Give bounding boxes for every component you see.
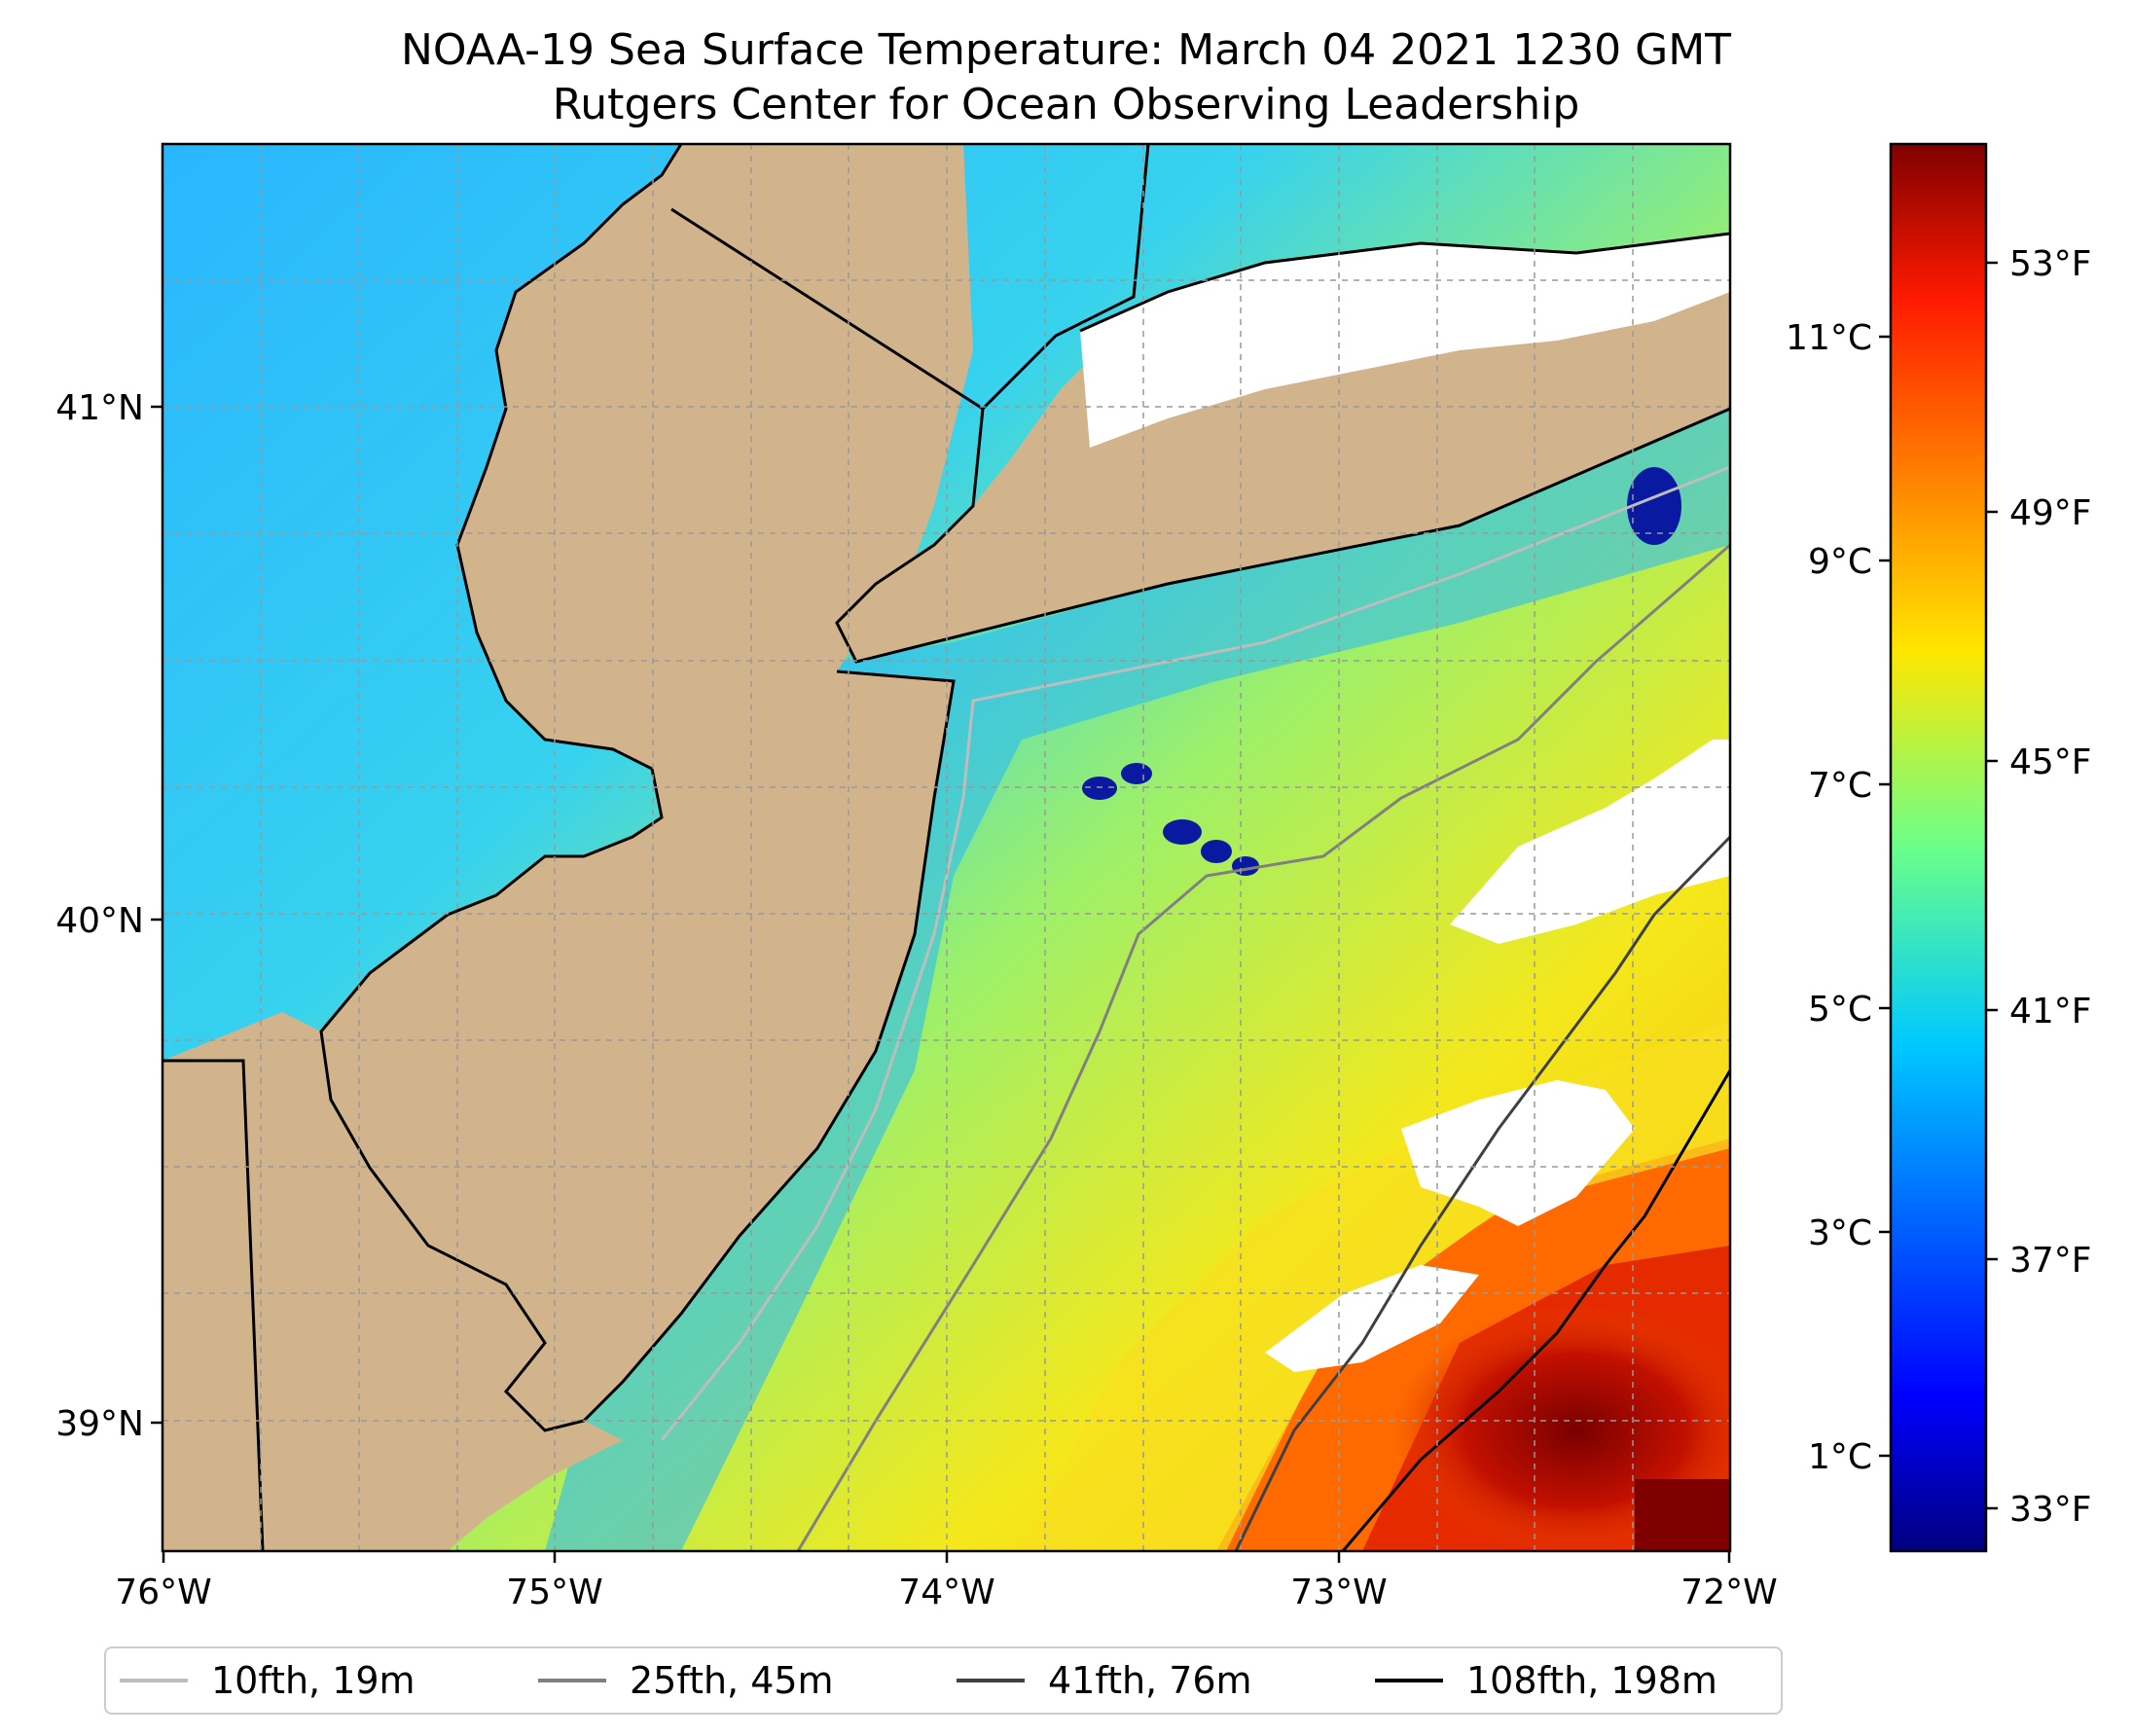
cold-spot bbox=[1082, 777, 1117, 800]
x-tick-label: 72°W bbox=[1680, 1573, 1777, 1612]
legend-label: 41fth, 76m bbox=[1048, 1659, 1252, 1702]
x-tick-label: 76°W bbox=[115, 1573, 211, 1612]
isobath-legend: 10fth, 19m 25fth, 45m 41fth, 76m 108fth,… bbox=[104, 1646, 1783, 1715]
colorbar-right-ticks bbox=[1986, 261, 1998, 1510]
legend-line-icon bbox=[538, 1679, 606, 1682]
legend-line-icon bbox=[1375, 1679, 1443, 1682]
x-tick-label: 75°W bbox=[506, 1573, 602, 1612]
colorbar-fahrenheit-label: 49°F bbox=[2009, 493, 2092, 533]
colorbar-celsius-label: 7°C bbox=[1808, 766, 1872, 806]
nj-coastline bbox=[319, 144, 956, 1432]
colorbar bbox=[1889, 142, 1988, 1553]
y-tick-label: 40°N bbox=[55, 901, 144, 941]
colorbar-celsius-label: 9°C bbox=[1808, 542, 1872, 582]
colorbar-left-ticks bbox=[1879, 335, 1891, 1458]
legend-item-41fth: 41fth, 76m bbox=[957, 1648, 1252, 1713]
y-tick-label: 41°N bbox=[55, 388, 144, 428]
y-ticks bbox=[151, 405, 163, 1425]
isobath-25fth bbox=[796, 543, 1730, 1551]
legend-label: 10fth, 19m bbox=[211, 1659, 416, 1702]
isobath-10fth bbox=[660, 465, 1730, 1441]
state-border-ny-nj bbox=[670, 144, 1150, 411]
legend-line-icon bbox=[120, 1679, 188, 1682]
cold-spot bbox=[1121, 763, 1152, 784]
isobath-108fth bbox=[1341, 1069, 1730, 1551]
warm-corner bbox=[1635, 1479, 1730, 1551]
legend-item-10fth: 10fth, 19m bbox=[120, 1648, 416, 1713]
map-subtitle: Rutgers Center for Ocean Observing Leade… bbox=[552, 80, 1580, 129]
colorbar-fahrenheit-label: 45°F bbox=[2009, 742, 2092, 782]
y-tick-label: 39°N bbox=[55, 1404, 144, 1444]
colorbar-fahrenheit-label: 41°F bbox=[2009, 992, 2092, 1031]
cloud-cover-east bbox=[1450, 740, 1730, 944]
colorbar-celsius-label: 11°C bbox=[1786, 318, 1872, 358]
delaware-land bbox=[163, 1012, 623, 1551]
long-island-coastline bbox=[835, 407, 1730, 664]
new-jersey-land bbox=[163, 144, 973, 1430]
colorbar-celsius-label: 5°C bbox=[1808, 990, 1872, 1030]
colorbar-fahrenheit-label: 53°F bbox=[2009, 244, 2092, 284]
colorbar-fahrenheit-label: 37°F bbox=[2009, 1241, 2092, 1281]
connecticut-coastline bbox=[1079, 232, 1730, 333]
legend-item-25fth: 25fth, 45m bbox=[538, 1648, 834, 1713]
legend-label: 108fth, 198m bbox=[1466, 1659, 1717, 1702]
cold-spot bbox=[1163, 819, 1202, 845]
x-tick-label: 74°W bbox=[898, 1573, 994, 1612]
map-title: NOAA-19 Sea Surface Temperature: March 0… bbox=[400, 25, 1732, 75]
x-tick-label: 73°W bbox=[1290, 1573, 1387, 1612]
cloud-cover-patch bbox=[1265, 1265, 1479, 1372]
cold-spot bbox=[1627, 467, 1681, 545]
state-border-de-md bbox=[163, 1059, 265, 1551]
graticule bbox=[163, 144, 1730, 1551]
sst-map-area bbox=[163, 144, 1730, 1551]
colorbar-celsius-label: 3°C bbox=[1808, 1213, 1872, 1253]
isobath-41fth bbox=[1234, 835, 1730, 1551]
legend-line-icon bbox=[957, 1679, 1025, 1682]
cold-spot bbox=[1201, 840, 1232, 863]
x-ticks bbox=[162, 1551, 1731, 1563]
cloud-cover-sound bbox=[1080, 234, 1730, 448]
cold-spot bbox=[1232, 856, 1259, 876]
legend-label: 25fth, 45m bbox=[630, 1659, 834, 1702]
colorbar-fahrenheit-label: 33°F bbox=[2009, 1490, 2092, 1530]
legend-item-108fth: 108fth, 198m bbox=[1375, 1648, 1717, 1713]
colorbar-celsius-label: 1°C bbox=[1808, 1437, 1872, 1477]
